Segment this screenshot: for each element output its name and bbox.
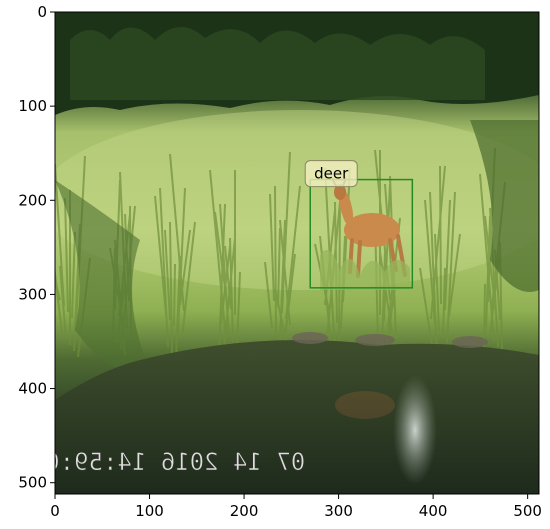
grass-blade	[59, 265, 67, 340]
grass-blade	[164, 229, 171, 321]
detections: deer	[304, 160, 414, 289]
grass-blade	[439, 165, 442, 305]
detection-box	[309, 178, 414, 289]
grass-blade	[383, 183, 391, 322]
grass-blade	[479, 173, 495, 342]
stone	[452, 336, 488, 348]
axes-frame	[54, 11, 540, 495]
y-tick-label: 300	[18, 285, 47, 303]
timestamp-watermark: 07 14 2016 14:59:06	[31, 448, 306, 476]
x-tick-label: 200	[230, 502, 259, 520]
tree-canopy	[70, 26, 485, 100]
grass-blade	[159, 187, 169, 348]
y-tick-label: 200	[18, 191, 47, 209]
grass-blade	[181, 221, 196, 339]
grass-blade	[279, 219, 291, 326]
grass-blade	[64, 197, 69, 313]
detection-label-background	[304, 160, 358, 188]
grass-blade	[429, 191, 438, 359]
grass-blade	[489, 207, 499, 348]
x-tick-label: 100	[135, 502, 164, 520]
grass-blade	[446, 191, 456, 344]
grass-blade	[55, 163, 65, 307]
grass-blade	[269, 193, 275, 302]
grass-blade	[55, 265, 63, 334]
grass-blade	[274, 185, 277, 335]
grass-foreground	[320, 250, 410, 290]
meadow-light	[55, 110, 539, 290]
deer-reflection	[335, 391, 395, 419]
grass-blade	[209, 169, 226, 331]
y-axis: 0 100 200 300 400 500	[18, 3, 55, 492]
grass-blade	[448, 233, 461, 317]
y-tick-label: 100	[18, 97, 47, 115]
grass-blade	[419, 267, 434, 353]
grass-blade	[236, 271, 241, 349]
x-axis: 0 100 200 300 400 500	[50, 494, 542, 520]
y-tick-label: 500	[18, 474, 47, 492]
deer	[331, 177, 407, 278]
x-tick-label: 0	[50, 502, 60, 520]
photo: 07 14 2016 14:59:06	[31, 12, 539, 494]
grass-blade	[424, 199, 436, 326]
grass-blade	[173, 263, 176, 327]
water-reflection	[393, 375, 437, 485]
grass-blade	[169, 153, 185, 312]
grass-blade	[379, 251, 393, 334]
grass-blade	[219, 203, 230, 337]
grass-blade	[281, 151, 291, 314]
y-tick-label: 400	[18, 380, 47, 398]
grass-blade	[224, 245, 232, 310]
reeds-left	[55, 180, 150, 372]
grass-blade	[279, 219, 286, 341]
grass-blade	[218, 203, 226, 352]
grass-blade	[229, 237, 234, 343]
x-tick-label: 500	[513, 502, 542, 520]
detection-label: deer	[314, 165, 349, 183]
y-tick-label: 0	[37, 3, 47, 21]
grass-blade	[169, 221, 173, 354]
stone	[292, 332, 328, 344]
grass-blade	[444, 199, 451, 311]
stone	[355, 334, 395, 346]
reeds-right	[470, 120, 539, 292]
x-tick-label: 400	[419, 502, 448, 520]
grass-blade	[264, 261, 273, 329]
grass-blade	[434, 233, 440, 332]
grass-blade	[179, 229, 191, 306]
grass-blade	[177, 187, 186, 333]
grass-blade	[55, 275, 61, 301]
x-tick-label: 300	[324, 502, 353, 520]
grass-blade	[442, 267, 446, 338]
